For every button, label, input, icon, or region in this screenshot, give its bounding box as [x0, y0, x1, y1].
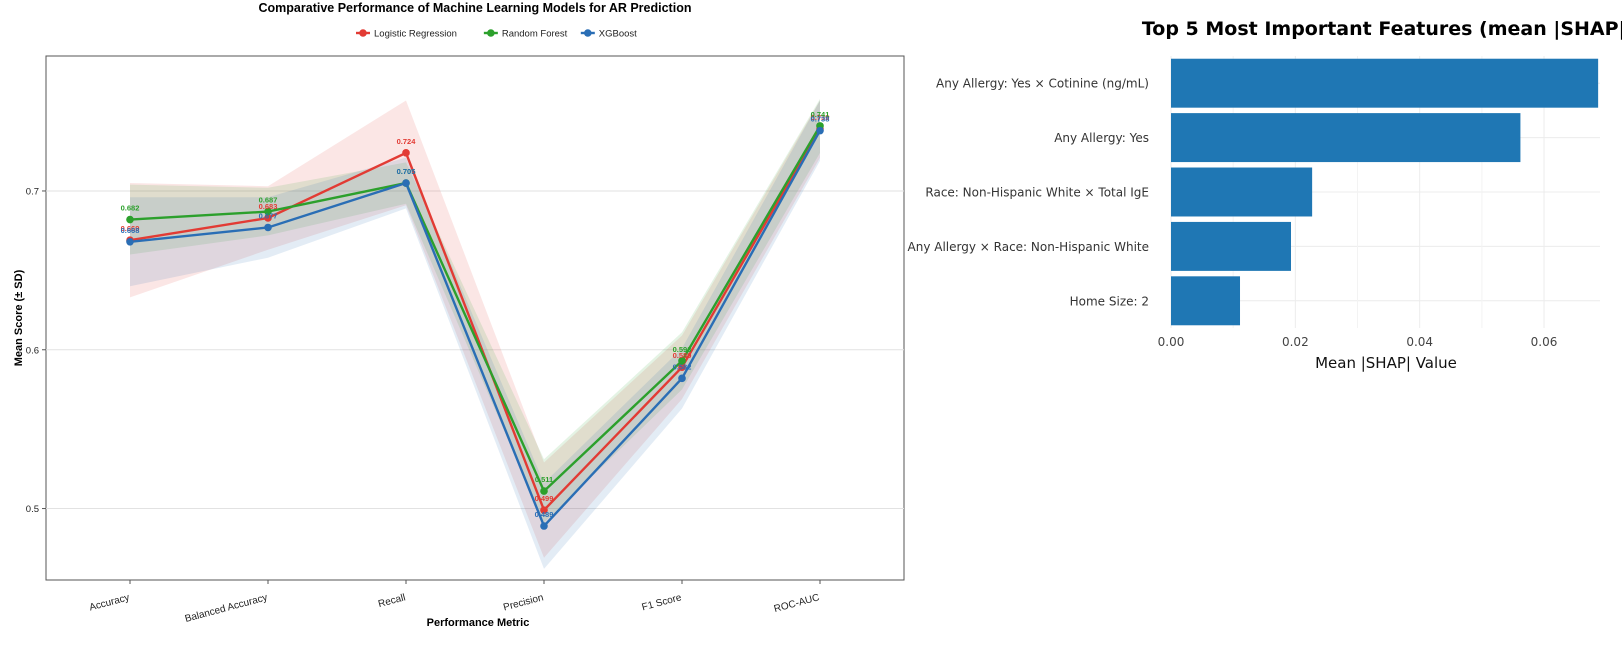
data-point	[126, 215, 134, 224]
data-label: 0.741	[811, 110, 830, 119]
category-label: Home Size: 2	[1070, 294, 1149, 308]
legend-label: XGBoost	[599, 29, 637, 40]
data-label: 0.683	[259, 202, 278, 211]
legend-swatch-point	[584, 29, 592, 37]
x-tick-label: Recall	[377, 592, 407, 610]
data-label: 0.589	[673, 351, 692, 360]
category-label: Any Allergy × Race: Non-Hispanic White	[908, 240, 1149, 254]
legend: Logistic Regression Random Forest XGBoost	[356, 29, 637, 40]
legend-swatch-point	[359, 29, 367, 37]
series-line	[129, 130, 822, 529]
y-tick-label: 0.5	[26, 504, 39, 515]
category-label: Any Allergy: Yes	[1054, 131, 1149, 145]
x-axis-label: Mean |SHAP| Value	[1315, 354, 1457, 372]
x-tick-label: F1 Score	[641, 592, 683, 613]
data-point	[402, 179, 410, 187]
left-chart-title: Comparative Performance of Machine Learn…	[259, 1, 692, 15]
data-point	[264, 223, 272, 232]
x-tick-label: 0.02	[1282, 335, 1309, 349]
data-point	[540, 487, 548, 495]
data-point	[402, 149, 410, 157]
data-label: 0.724	[397, 137, 417, 146]
data-label: 0.489	[535, 510, 554, 519]
data-label: 0.682	[121, 204, 140, 213]
right-chart-title: Top 5 Most Important Features (mean |SHA…	[1142, 18, 1622, 40]
gridlines	[46, 190, 904, 510]
bar	[1171, 221, 1291, 271]
shap-feature-chart: Top 5 Most Important Features (mean |SHA…	[908, 18, 1622, 372]
x-tick-label: Accuracy	[88, 592, 131, 613]
data-point	[816, 126, 824, 135]
series-points	[126, 122, 824, 530]
series-lines	[129, 125, 822, 529]
bar	[1171, 113, 1521, 163]
bar	[1171, 167, 1313, 217]
data-point	[540, 506, 548, 514]
data-point	[678, 357, 686, 365]
data-point	[540, 522, 548, 530]
y-tick-label: 0.6	[26, 345, 39, 356]
legend-swatch-point	[487, 29, 495, 37]
category-label: Race: Non-Hispanic White × Total IgE	[925, 186, 1149, 200]
data-label: 0.677	[259, 211, 278, 220]
x-tick-label: ROC-AUC	[773, 592, 821, 615]
x-tick-label: 0.06	[1531, 335, 1558, 349]
x-tick-label: 0.04	[1406, 335, 1433, 349]
data-point	[126, 237, 134, 246]
series-line	[129, 125, 822, 494]
bars	[1171, 58, 1599, 326]
data-label: 0.511	[535, 475, 553, 484]
bar	[1171, 276, 1241, 326]
data-label: 0.499	[535, 494, 554, 503]
model-comparison-chart: Comparative Performance of Machine Learn…	[13, 1, 905, 629]
data-labels: 0.669 0.683 0.724 0.499 0.589 0.739 0.682 0.687…	[121, 110, 830, 519]
data-label: 0.668	[121, 226, 140, 235]
data-label: 0.687	[259, 196, 278, 205]
y-axis-label: Mean Score (± SD)	[13, 269, 25, 366]
plot-panel	[45, 55, 905, 581]
data-label: 0.738	[811, 115, 830, 124]
bar	[1171, 58, 1599, 108]
legend-label: Logistic Regression	[374, 29, 457, 40]
x-axis-ticks: 0.00 0.02 0.04 0.06	[1158, 335, 1558, 349]
x-tick-label: 0.00	[1158, 335, 1185, 349]
data-point	[678, 363, 686, 372]
data-point	[678, 374, 686, 383]
y-tick-label: 0.7	[26, 186, 39, 197]
data-point	[264, 214, 272, 222]
data-label: 0.669	[121, 224, 140, 233]
category-labels: Any Allergy: Yes × Cotinine (ng/mL) Any A…	[908, 77, 1149, 309]
y-axis-ticks: 0.5 0.6 0.7	[26, 186, 46, 515]
x-axis-label: Performance Metric	[427, 617, 530, 629]
data-label: 0.705	[397, 167, 416, 176]
category-label: Any Allergy: Yes × Cotinine (ng/mL)	[936, 77, 1149, 91]
data-label: 0.739	[811, 113, 830, 122]
data-point	[264, 207, 272, 216]
data-label: 0.593	[673, 345, 692, 354]
x-tick-label: Precision	[502, 592, 545, 613]
x-tick-label: Balanced Accuracy	[184, 592, 269, 625]
series-line	[129, 128, 822, 513]
data-label: 0.705	[397, 167, 416, 176]
data-label: 0.582	[673, 362, 692, 371]
legend-label: Random Forest	[502, 29, 568, 40]
